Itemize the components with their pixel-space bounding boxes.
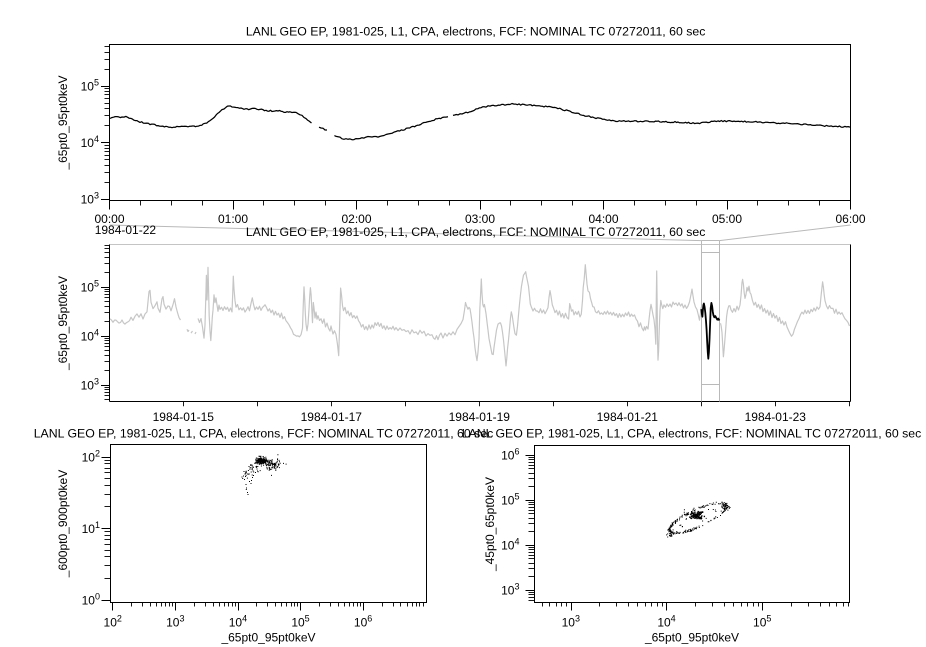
svg-text:1984-01-19: 1984-01-19 bbox=[449, 410, 511, 424]
svg-text:1984-01-17: 1984-01-17 bbox=[301, 410, 363, 424]
svg-text:_45pt0_65pt0keV: _45pt0_65pt0keV bbox=[483, 477, 497, 572]
svg-text:01:00: 01:00 bbox=[218, 212, 248, 226]
svg-text:LANL GEO EP, 1981-025, L1, CPA: LANL GEO EP, 1981-025, L1, CPA, electron… bbox=[462, 427, 922, 441]
svg-text:_65pt0_95pt0keV: _65pt0_95pt0keV bbox=[644, 631, 739, 645]
svg-text:04:00: 04:00 bbox=[588, 212, 618, 226]
svg-text:1984-01-22: 1984-01-22 bbox=[95, 223, 157, 237]
svg-text:00:00: 00:00 bbox=[94, 212, 124, 226]
svg-text:05:00: 05:00 bbox=[712, 212, 742, 226]
svg-text:06:00: 06:00 bbox=[835, 212, 865, 226]
svg-text:LANL GEO EP, 1981-025, L1, CPA: LANL GEO EP, 1981-025, L1, CPA, electron… bbox=[34, 427, 494, 441]
svg-text:02:00: 02:00 bbox=[341, 212, 371, 226]
svg-text:1984-01-21: 1984-01-21 bbox=[597, 410, 659, 424]
svg-text:LANL GEO EP, 1981-025, L1, CPA: LANL GEO EP, 1981-025, L1, CPA, electron… bbox=[246, 25, 706, 39]
svg-text:LANL GEO EP, 1981-025, L1, CPA: LANL GEO EP, 1981-025, L1, CPA, electron… bbox=[246, 225, 706, 239]
svg-text:1984-01-23: 1984-01-23 bbox=[745, 410, 807, 424]
svg-text:_600pt0_900pt0keV: _600pt0_900pt0keV bbox=[56, 470, 70, 578]
svg-text:_65pt0_95pt0keV: _65pt0_95pt0keV bbox=[56, 276, 70, 371]
svg-text:_65pt0_95pt0keV: _65pt0_95pt0keV bbox=[220, 631, 315, 645]
svg-text:03:00: 03:00 bbox=[465, 212, 495, 226]
svg-text:_65pt0_95pt0keV: _65pt0_95pt0keV bbox=[56, 75, 70, 170]
svg-text:1984-01-15: 1984-01-15 bbox=[153, 410, 215, 424]
